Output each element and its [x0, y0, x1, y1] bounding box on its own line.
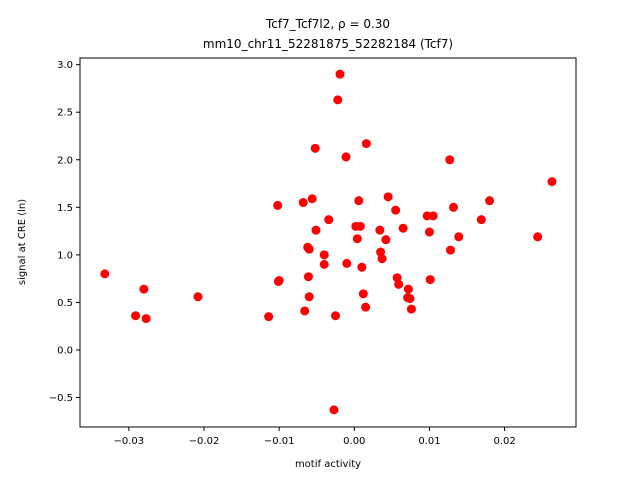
- y-tick-label-5: 2.0: [57, 155, 73, 166]
- data-point-21: [329, 405, 339, 415]
- data-point-26: [342, 258, 352, 268]
- y-tick-label-4: 1.5: [57, 203, 73, 214]
- x-tick-label-5: 0.02: [493, 436, 515, 447]
- data-point-5: [264, 312, 274, 322]
- data-point-32: [358, 289, 368, 299]
- chart-title-line2: mm10_chr11_52281875_52282184 (Tcf7): [203, 37, 453, 51]
- data-point-58: [533, 232, 543, 242]
- data-point-51: [428, 211, 438, 221]
- x-tick-label-1: −0.02: [189, 436, 220, 447]
- data-point-45: [403, 284, 413, 294]
- x-tick-label-4: 0.01: [418, 436, 440, 447]
- data-point-18: [319, 250, 329, 260]
- x-axis-title: motif activity: [295, 459, 361, 470]
- data-point-56: [476, 215, 486, 225]
- data-point-4: [193, 292, 203, 302]
- data-point-0: [100, 269, 110, 279]
- data-points: [100, 69, 557, 415]
- data-point-1: [131, 311, 141, 321]
- data-point-28: [352, 234, 362, 244]
- data-point-22: [331, 311, 341, 321]
- x-tick-label-0: −0.03: [114, 436, 145, 447]
- data-point-33: [361, 302, 371, 312]
- plot-area-frame: [79, 57, 577, 428]
- y-tick-label-0: −0.5: [49, 393, 73, 404]
- data-point-55: [454, 232, 464, 242]
- y-axis-ticks: −0.5 0.0 0.5 1.0 1.5 2.0 2.5 3.0: [49, 60, 80, 404]
- data-point-49: [424, 227, 434, 237]
- data-point-54: [449, 202, 458, 212]
- data-point-20: [324, 215, 334, 225]
- data-point-47: [406, 304, 416, 314]
- data-point-23: [333, 95, 343, 105]
- x-axis-ticks: −0.03 −0.02 −0.01 0.00 0.01 0.02: [114, 427, 516, 447]
- data-point-35: [375, 225, 385, 235]
- y-tick-label-1: 0.0: [57, 345, 73, 356]
- data-point-40: [391, 205, 401, 215]
- x-tick-label-3: 0.00: [343, 436, 365, 447]
- data-point-9: [298, 198, 308, 208]
- data-point-10: [300, 306, 310, 316]
- y-tick-label-2: 0.5: [57, 298, 73, 309]
- data-point-42: [394, 279, 404, 289]
- data-point-31: [357, 262, 367, 272]
- x-tick-label-2: −0.01: [264, 436, 295, 447]
- data-point-16: [310, 143, 320, 153]
- data-point-59: [547, 177, 557, 187]
- data-point-19: [319, 259, 329, 269]
- data-point-46: [405, 294, 415, 304]
- chart-title-line1: Tcf7_Tcf7l2, ρ = 0.30: [265, 17, 390, 31]
- data-point-8: [273, 276, 283, 286]
- y-axis-title: signal at CRE (ln): [17, 199, 28, 285]
- data-point-29: [354, 196, 364, 206]
- data-point-39: [383, 192, 393, 202]
- data-point-13: [303, 272, 313, 282]
- data-point-52: [445, 155, 455, 165]
- data-point-50: [425, 275, 435, 285]
- data-point-57: [485, 196, 495, 206]
- data-point-25: [341, 152, 351, 162]
- data-point-43: [398, 223, 408, 233]
- data-point-6: [273, 200, 283, 210]
- data-point-3: [141, 314, 151, 324]
- data-point-12: [304, 244, 314, 254]
- data-point-37: [377, 254, 387, 264]
- y-tick-label-3: 1.0: [57, 250, 73, 261]
- data-point-2: [139, 284, 149, 294]
- data-point-14: [304, 292, 314, 302]
- data-point-24: [335, 69, 345, 79]
- data-point-30: [355, 221, 365, 231]
- data-point-17: [311, 225, 321, 235]
- data-point-38: [381, 235, 391, 245]
- y-tick-label-6: 2.5: [57, 108, 73, 119]
- data-point-34: [361, 139, 371, 149]
- data-point-15: [307, 194, 317, 204]
- data-point-53: [446, 245, 455, 255]
- y-tick-label-7: 3.0: [57, 60, 73, 71]
